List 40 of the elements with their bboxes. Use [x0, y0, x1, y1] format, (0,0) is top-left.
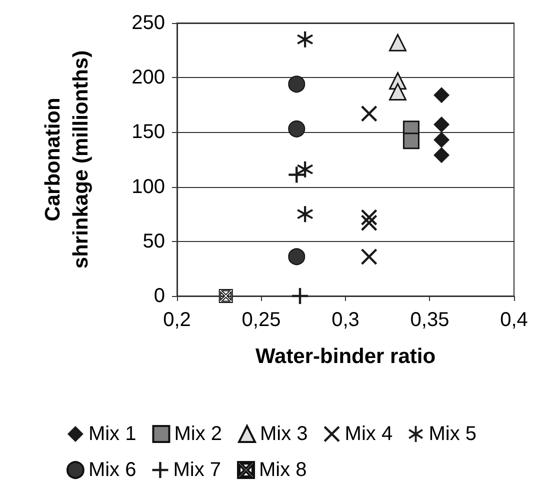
point	[218, 289, 233, 303]
point	[388, 83, 406, 101]
point	[388, 34, 406, 52]
point	[361, 248, 378, 265]
x-tick-label: 0,3	[332, 309, 360, 331]
legend-label: Mix 4	[344, 423, 393, 445]
point	[288, 166, 305, 183]
point	[292, 288, 308, 304]
point	[297, 31, 314, 48]
y-tick-label: 150	[132, 121, 165, 144]
legend-label: Mix 8	[259, 459, 307, 481]
point	[297, 206, 314, 222]
y-tick-label: 100	[132, 176, 165, 198]
legend-label: Mix 1	[88, 423, 136, 445]
point	[288, 120, 306, 138]
point	[402, 132, 420, 150]
point	[434, 132, 450, 148]
x-tick-label: 0,2	[163, 309, 191, 331]
y-tick-label: 250	[132, 12, 165, 34]
point	[434, 147, 450, 164]
point	[288, 76, 306, 93]
point	[297, 161, 314, 178]
legend-label: Mix 2	[174, 423, 222, 445]
x-axis-title: Water-binder ratio	[255, 345, 436, 368]
legend-label: Mix 3	[260, 423, 308, 445]
point	[288, 248, 306, 266]
x-tick-label: 0,35	[410, 309, 450, 331]
y-tick-label: 200	[132, 66, 165, 89]
x-tick-label: 0,4	[500, 309, 528, 331]
y-axis-title: Carbonation shrinkage (millionths)	[42, 50, 92, 269]
y-tick-label: 50	[142, 230, 165, 252]
point	[434, 116, 450, 133]
point	[434, 87, 450, 104]
legend-label: Mix 7	[173, 459, 222, 481]
legend-label: Mix 5	[428, 423, 477, 445]
x-tick-label: 0,25	[242, 309, 281, 331]
point	[361, 214, 378, 231]
point	[361, 106, 378, 122]
y-tick-label: 0	[154, 285, 165, 307]
legend-label: Mix 6	[88, 459, 136, 481]
